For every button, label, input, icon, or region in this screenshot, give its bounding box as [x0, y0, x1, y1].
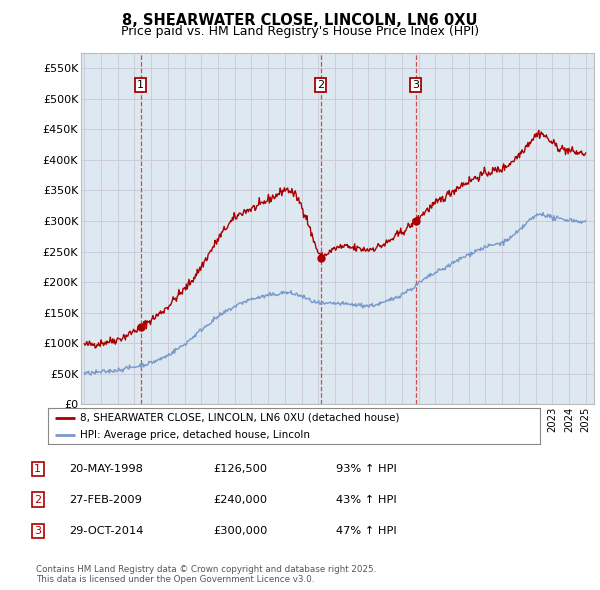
Text: £126,500: £126,500: [213, 464, 267, 474]
Text: 27-FEB-2009: 27-FEB-2009: [69, 495, 142, 504]
Text: 1: 1: [137, 80, 145, 90]
Text: Price paid vs. HM Land Registry's House Price Index (HPI): Price paid vs. HM Land Registry's House …: [121, 25, 479, 38]
Text: 43% ↑ HPI: 43% ↑ HPI: [336, 495, 397, 504]
Text: 8, SHEARWATER CLOSE, LINCOLN, LN6 0XU (detached house): 8, SHEARWATER CLOSE, LINCOLN, LN6 0XU (d…: [80, 413, 400, 423]
Text: £300,000: £300,000: [213, 526, 268, 536]
Text: 2: 2: [34, 495, 41, 504]
Text: 3: 3: [34, 526, 41, 536]
Text: 8, SHEARWATER CLOSE, LINCOLN, LN6 0XU: 8, SHEARWATER CLOSE, LINCOLN, LN6 0XU: [122, 13, 478, 28]
Text: £240,000: £240,000: [213, 495, 267, 504]
Text: 47% ↑ HPI: 47% ↑ HPI: [336, 526, 397, 536]
Text: 29-OCT-2014: 29-OCT-2014: [69, 526, 143, 536]
Text: 1: 1: [34, 464, 41, 474]
Text: Contains HM Land Registry data © Crown copyright and database right 2025.
This d: Contains HM Land Registry data © Crown c…: [36, 565, 376, 584]
Text: HPI: Average price, detached house, Lincoln: HPI: Average price, detached house, Linc…: [80, 430, 310, 440]
Text: 20-MAY-1998: 20-MAY-1998: [69, 464, 143, 474]
Text: 93% ↑ HPI: 93% ↑ HPI: [336, 464, 397, 474]
Text: 3: 3: [412, 80, 419, 90]
Text: 2: 2: [317, 80, 325, 90]
